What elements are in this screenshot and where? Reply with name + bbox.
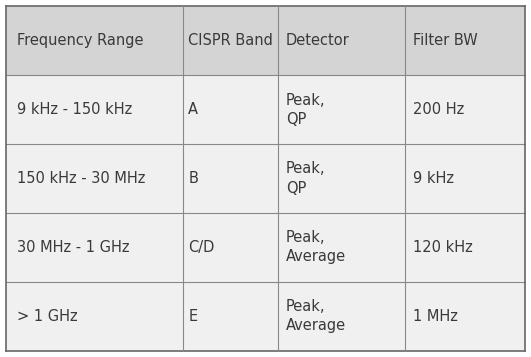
Text: Peak,
QP: Peak, QP <box>286 161 326 196</box>
Bar <box>406 282 525 351</box>
Text: Peak,
Average: Peak, Average <box>286 230 346 265</box>
Text: B: B <box>189 171 198 186</box>
Text: 150 kHz - 30 MHz: 150 kHz - 30 MHz <box>17 171 145 186</box>
Bar <box>6 75 183 144</box>
Text: CISPR Band: CISPR Band <box>189 33 273 48</box>
Bar <box>278 6 406 75</box>
Text: Filter BW: Filter BW <box>413 33 477 48</box>
Bar <box>183 213 278 282</box>
Bar <box>183 282 278 351</box>
Bar <box>6 213 183 282</box>
Text: Peak,
Average: Peak, Average <box>286 299 346 333</box>
Bar <box>183 75 278 144</box>
Bar <box>278 213 406 282</box>
Text: 1 MHz: 1 MHz <box>413 309 457 324</box>
Text: E: E <box>189 309 198 324</box>
Bar <box>6 6 183 75</box>
Bar <box>406 6 525 75</box>
Bar <box>278 75 406 144</box>
Bar <box>406 144 525 213</box>
Text: 200 Hz: 200 Hz <box>413 102 464 117</box>
Text: C/D: C/D <box>189 240 215 255</box>
Bar <box>183 144 278 213</box>
Text: A: A <box>189 102 199 117</box>
Bar <box>183 6 278 75</box>
Text: Frequency Range: Frequency Range <box>17 33 143 48</box>
Bar <box>406 75 525 144</box>
Text: > 1 GHz: > 1 GHz <box>17 309 78 324</box>
Bar <box>6 282 183 351</box>
Text: 30 MHz - 1 GHz: 30 MHz - 1 GHz <box>17 240 130 255</box>
Bar <box>406 213 525 282</box>
Text: 9 kHz: 9 kHz <box>413 171 453 186</box>
Text: 9 kHz - 150 kHz: 9 kHz - 150 kHz <box>17 102 132 117</box>
Bar <box>6 144 183 213</box>
Bar <box>278 282 406 351</box>
Bar <box>278 144 406 213</box>
Text: Detector: Detector <box>286 33 350 48</box>
Text: Peak,
QP: Peak, QP <box>286 92 326 127</box>
Text: 120 kHz: 120 kHz <box>413 240 473 255</box>
